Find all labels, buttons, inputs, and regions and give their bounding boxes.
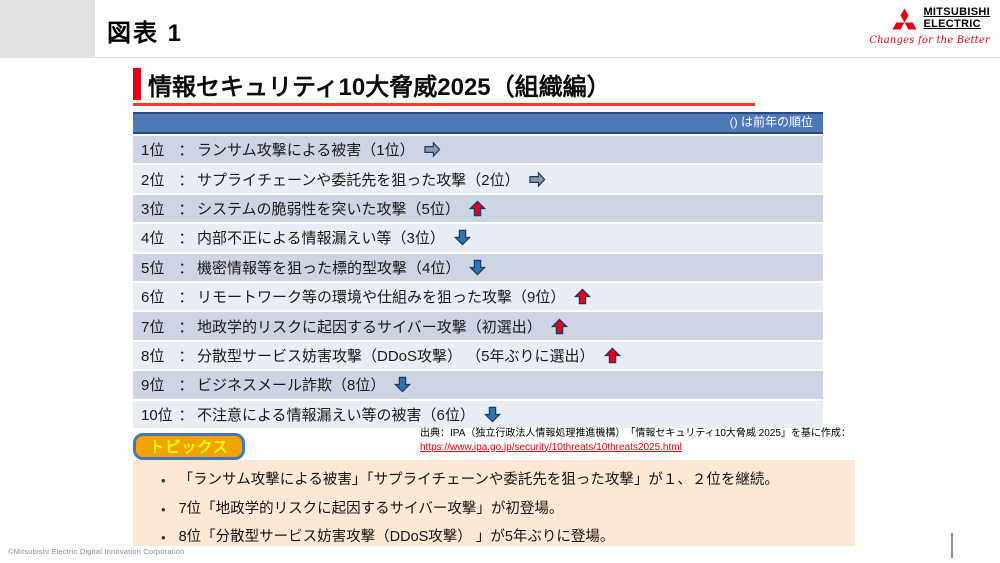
threat-rows: 1位：ランサム攻撃による被害（1位） 2位：サプライチェーンや委託先を狙った攻撃（… <box>133 136 823 428</box>
threat-rank: 2位 <box>141 171 165 189</box>
threat-row: 10位 ：不注意による情報漏えい等の被害（6位） <box>133 400 823 428</box>
bullet-text: 「ランサム攻撃による被害」「サプライチェーンや委託先を狙った攻撃」が１、２位を継… <box>178 472 779 488</box>
threat-row: 7位 ：地政学的リスクに起因するサイバー攻撃（初選出） <box>133 312 823 340</box>
threat-colon: ： <box>178 347 194 365</box>
threat-text: 不注意による情報漏えい等の被害（6位） <box>197 406 475 424</box>
topics-bullet-item: • 「ランサム攻撃による被害」「サプライチェーンや委託先を狙った攻撃」が１、２位を… <box>161 470 845 491</box>
threat-text: サプライチェーンや委託先を狙った攻撃（2位） <box>197 171 520 189</box>
source-text: 出典：IPA（独立行政法人情報処理推進機構） 「情報セキュリティ10大脅威 20… <box>420 428 851 439</box>
corner-block <box>0 0 95 57</box>
logo-brand-line1: MITSUBISHI <box>923 6 990 19</box>
threat-rank: 1位 <box>141 142 165 160</box>
threat-rank: 5位 <box>141 259 165 277</box>
trend-same-icon <box>423 141 441 158</box>
threat-text: 内部不正による情報漏えい等（3位） <box>197 230 445 248</box>
threat-rank: 6位 <box>141 289 165 307</box>
logo-top: MITSUBISHI ELECTRIC <box>891 6 990 32</box>
threat-rank: 8位 <box>141 347 165 365</box>
threat-colon: ： <box>178 377 194 395</box>
source-link[interactable]: https://www.ipa.go.jp/security/10threats… <box>420 441 682 453</box>
threat-row: 5位 ：機密情報等を狙った標的型攻撃（4位） <box>133 253 823 281</box>
threat-colon: ： <box>178 259 194 277</box>
threat-colon: ： <box>178 318 194 336</box>
three-diamond-icon <box>892 8 918 30</box>
mitsubishi-electric-logo: MITSUBISHI ELECTRIC Changes for the Bett… <box>869 6 990 46</box>
divider-line <box>951 533 953 558</box>
threat-row: 4位 ：内部不正による情報漏えい等（3位） <box>133 224 823 252</box>
bullet-text: 7位「地政学的リスクに起因するサイバー攻撃」が初登場。 <box>178 500 564 517</box>
bullet-dot: • <box>161 501 166 517</box>
trend-up-icon <box>603 347 621 364</box>
top-bar: 図表 1 MITSUBISHI ELECTRIC Changes for the… <box>0 0 1000 58</box>
threat-colon: ： <box>178 142 194 160</box>
topics-badge: トピックス <box>133 433 245 460</box>
threat-text: ランサム攻撃による被害（1位） <box>197 142 415 160</box>
threat-rank: 4位 <box>141 230 165 248</box>
threat-row: 6位 ：リモートワーク等の環境や仕組みを狙った攻撃（9位） <box>133 282 823 311</box>
threat-colon: ： <box>178 230 194 248</box>
topics-bullet-list: • 「ランサム攻撃による被害」「サプライチェーンや委託先を狙った攻撃」が１、２位を… <box>161 470 845 548</box>
logo-brand-line2: ELECTRIC <box>923 18 981 30</box>
trend-same-icon <box>528 170 546 188</box>
trend-up-icon <box>574 288 592 305</box>
threat-row: 1位 ：ランサム攻撃による被害（1位） <box>133 136 823 164</box>
copyright-text: ©Mitsubishi Electric Digital Innovation … <box>8 547 185 556</box>
trend-down-icon <box>453 230 471 246</box>
logo-wordmark: MITSUBISHI ELECTRIC <box>923 7 990 30</box>
title-accent-bar <box>133 68 141 100</box>
bullet-dot: • <box>161 473 166 488</box>
header-note: () は前年の順位 <box>729 115 813 129</box>
trend-up-icon <box>550 318 568 334</box>
logo-tagline: Changes for the Better <box>869 35 990 46</box>
trend-down-icon <box>483 406 501 423</box>
threat-text: リモートワーク等の環境や仕組みを狙った攻撃（9位） <box>197 289 566 307</box>
figure-label: 図表 1 <box>107 20 184 47</box>
topics-bullet-item: • 7位「地政学的リスクに起因するサイバー攻撃」が初登場。 <box>161 499 845 520</box>
bullet-text: 8位「分散型サービス妨害攻撃（DDoS攻撃） 」が5年ぶりに登場。 <box>178 529 615 545</box>
threat-text: 機密情報等を狙った標的型攻撃（4位） <box>197 259 461 277</box>
threat-colon: ： <box>178 289 194 307</box>
threat-text: ビジネスメール詐欺（8位） <box>197 377 386 395</box>
title-block: 情報セキュリティ10大脅威2025（組織編） <box>133 66 611 102</box>
source-note: 出典：IPA（独立行政法人情報処理推進機構） 「情報セキュリティ10大脅威 20… <box>420 428 880 454</box>
table-header-row: () は前年の順位 <box>133 112 823 134</box>
threat-row: 9位 ：ビジネスメール詐欺（8位） <box>133 371 823 399</box>
topics-bullet-item: • 8位「分散型サービス妨害攻撃（DDoS攻撃） 」が5年ぶりに登場。 <box>161 527 845 548</box>
bullet-dot: • <box>161 530 166 545</box>
trend-down-icon <box>469 259 487 276</box>
threat-row: 8位 ：分散型サービス妨害攻撃（DDoS攻撃） （5年ぶりに選出） <box>133 341 823 370</box>
trend-down-icon <box>394 377 412 393</box>
threat-colon: ： <box>178 200 194 218</box>
page-title: 情報セキュリティ10大脅威2025（組織編） <box>148 73 611 101</box>
title-underline <box>133 103 755 106</box>
topics-box: • 「ランサム攻撃による被害」「サプライチェーンや委託先を狙った攻撃」が１、２位を… <box>133 460 855 546</box>
threat-rank: 7位 <box>141 318 165 336</box>
trend-up-icon <box>468 200 486 217</box>
threat-row: 2位 ：サプライチェーンや委託先を狙った攻撃（2位） <box>133 165 823 193</box>
threat-colon: ： <box>178 406 194 424</box>
threat-text: システムの脆弱性を突いた攻撃（5位） <box>197 200 460 218</box>
threat-rank: 3位 <box>141 200 165 218</box>
threat-rank: 10位 <box>141 406 173 424</box>
threat-row: 3位 ：システムの脆弱性を突いた攻撃（5位） <box>133 194 823 223</box>
threat-colon: ： <box>178 171 194 189</box>
threat-rank: 9位 <box>141 377 165 395</box>
threat-text: 地政学的リスクに起因するサイバー攻撃（初選出） <box>197 318 542 336</box>
threat-text: 分散型サービス妨害攻撃（DDoS攻撃） （5年ぶりに選出） <box>197 347 595 365</box>
